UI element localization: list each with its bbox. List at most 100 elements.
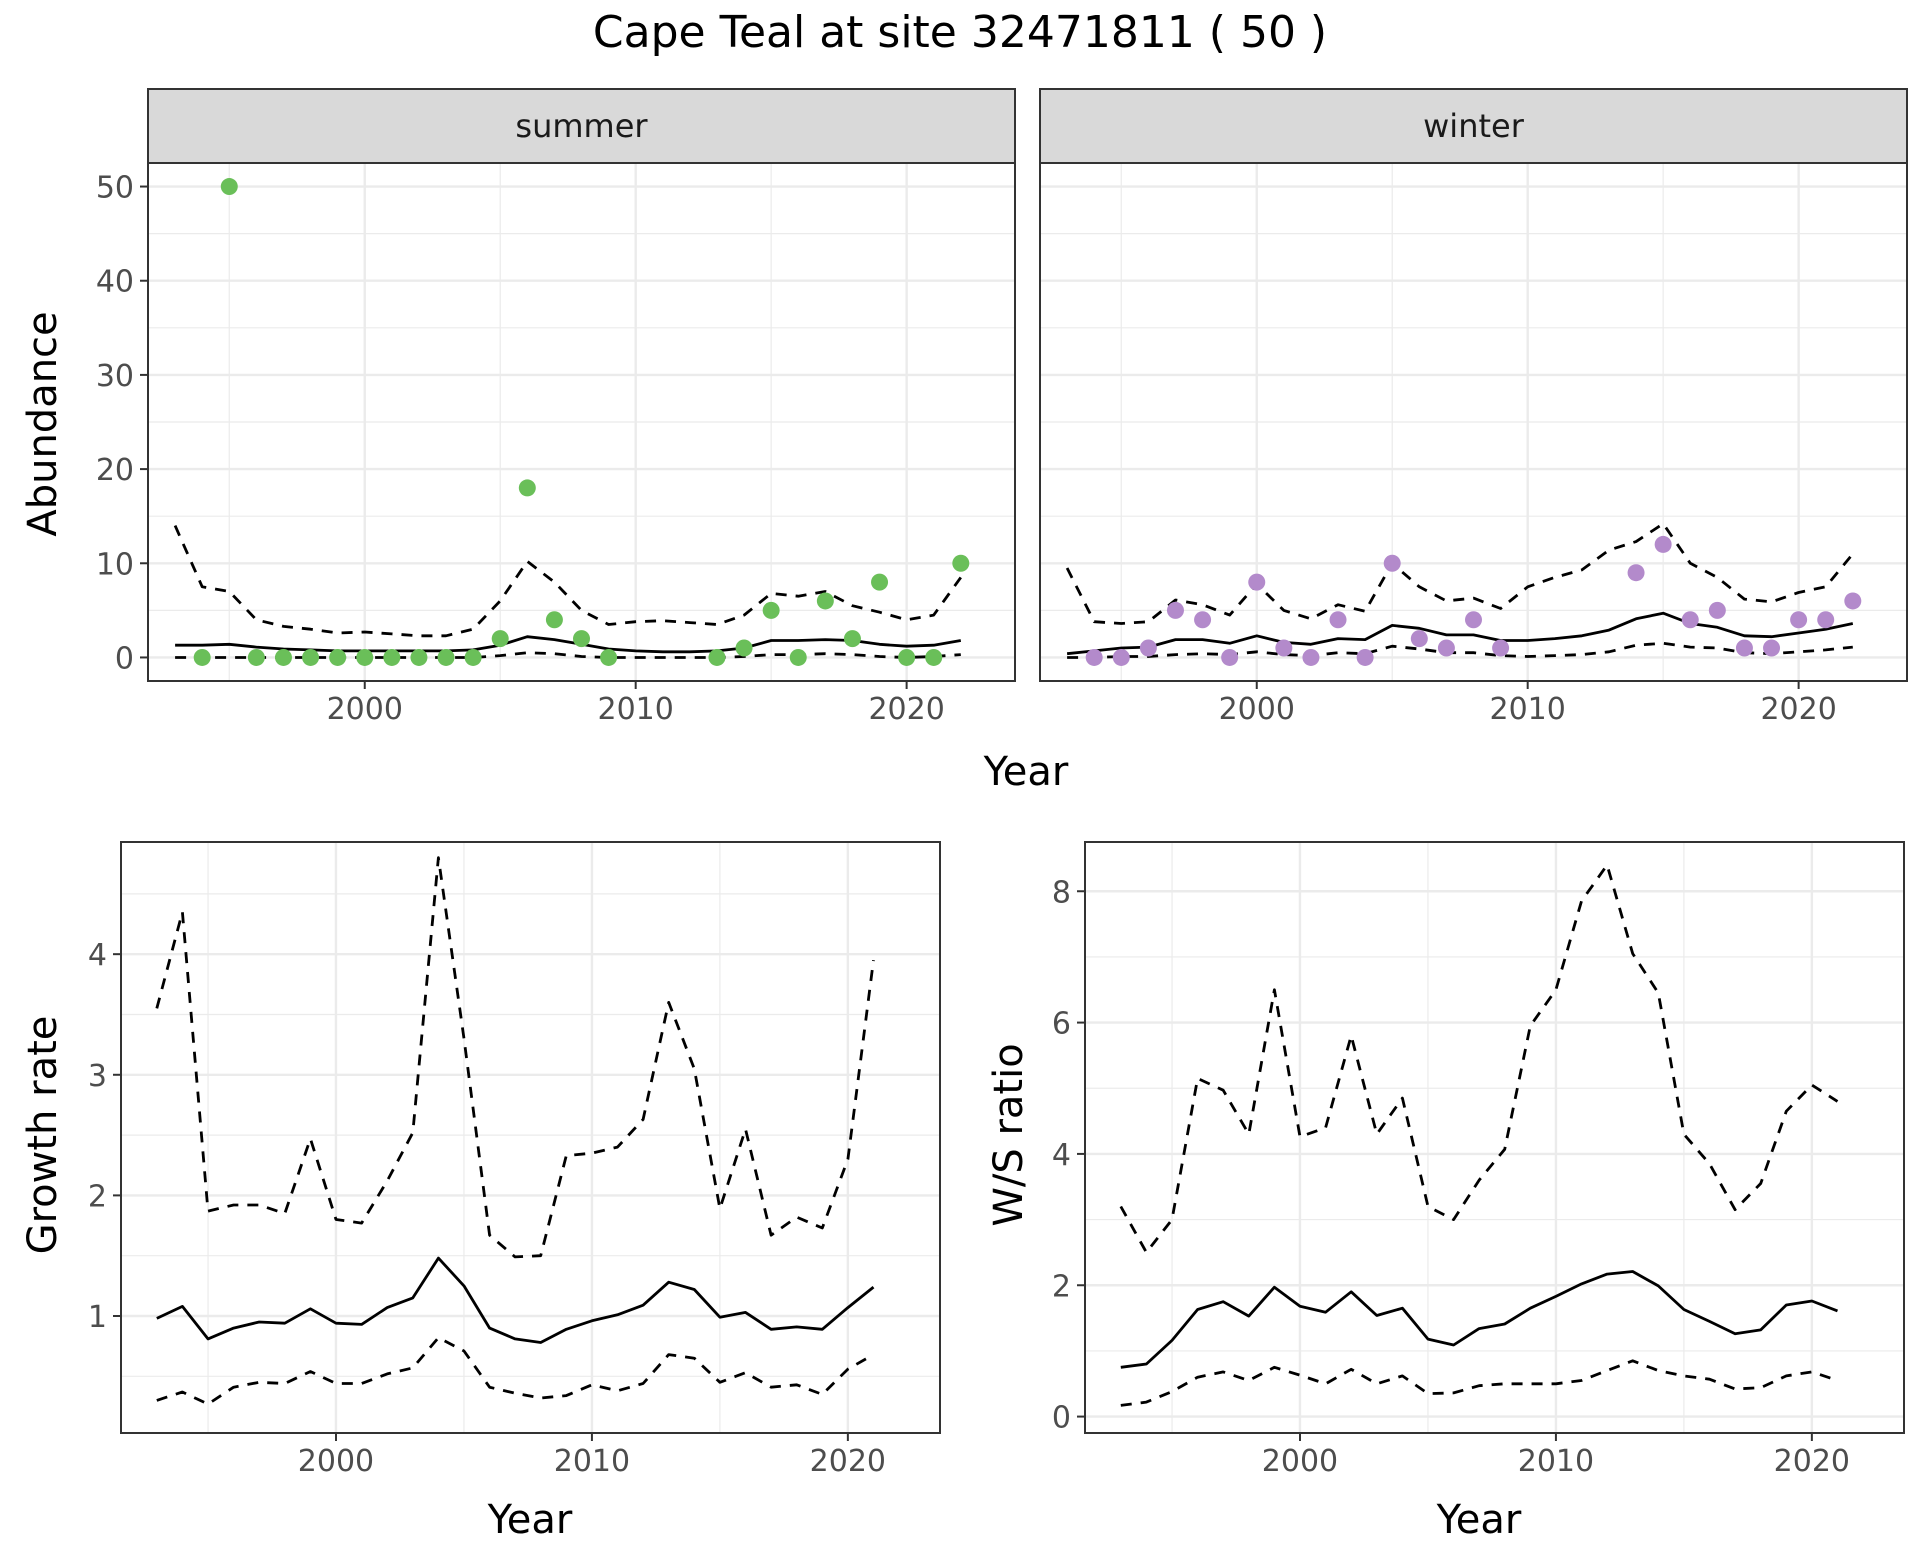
ratio-x-tick-label: 2020 — [1774, 1444, 1850, 1479]
winter-data-point — [1112, 648, 1130, 666]
winter-data-point — [1681, 611, 1699, 629]
ws-ratio-panel: 2000 2010 2020 0 2 4 6 8 — [1052, 841, 1905, 1479]
winter-facet-strip — [1039, 88, 1908, 164]
winter-data-point — [1329, 611, 1347, 629]
summer-y-tick-label: 50 — [96, 171, 134, 206]
summer-facet-strip — [147, 88, 1016, 164]
ratio-panel-border — [1084, 841, 1905, 1434]
growth-y-tick-label: 2 — [88, 1179, 107, 1214]
summer-data-point — [573, 630, 590, 648]
ratio-solid-line — [1120, 1270, 1839, 1369]
summer-data-point — [762, 601, 780, 619]
winter-data-point — [1437, 639, 1455, 657]
growth-solid-line — [156, 1256, 875, 1344]
winter-data-point — [1492, 639, 1510, 657]
summer-data-point — [816, 592, 834, 610]
summer-x-tick-label: 2020 — [868, 692, 944, 727]
winter-solid-line — [1066, 611, 1854, 656]
summer-x-tick-label: 2010 — [598, 692, 674, 727]
figure-title: Cape Teal at site 32471811 ( 50 ) — [593, 7, 1327, 58]
winter-data-point — [1465, 611, 1482, 629]
summer-y-tick-label: 0 — [115, 641, 134, 676]
summer-data-point — [843, 630, 861, 648]
growth-rate-panel: 2000 2010 2020 1 2 3 4 — [88, 841, 941, 1479]
growth-plot-area — [121, 842, 940, 1433]
summer-data-point — [247, 648, 265, 666]
summer-data-point — [545, 611, 563, 629]
winter-data-point — [1627, 564, 1645, 582]
ratio-dashed-line-2 — [1120, 1359, 1838, 1407]
winter-dashed-line-1 — [1065, 522, 1854, 625]
winter-data-point — [1275, 639, 1293, 657]
ratio-y-tick-label: 8 — [1052, 875, 1071, 910]
summer-data-point — [600, 648, 618, 666]
winter-data-point — [1735, 639, 1753, 657]
winter-data-point — [1654, 535, 1672, 553]
winter-data-point — [1302, 648, 1320, 666]
winter-data-point — [1221, 648, 1239, 666]
winter-data-point — [1139, 639, 1157, 657]
summer-data-point — [464, 648, 482, 666]
winter-data-point — [1356, 648, 1374, 666]
ratio-y-tick-label: 4 — [1052, 1138, 1071, 1173]
growth-y-axis-label: Growth rate — [20, 1016, 66, 1255]
summer-data-point — [437, 648, 455, 666]
ratio-y-tick-label: 0 — [1052, 1401, 1071, 1436]
winter-x-tick-label: 2000 — [1219, 692, 1295, 727]
growth-dashed-line-1 — [155, 856, 875, 1259]
summer-x-tick-label: 2000 — [327, 692, 403, 727]
winter-data-point — [1844, 592, 1862, 610]
summer-data-point — [735, 639, 753, 657]
summer-data-point — [302, 648, 320, 666]
summer-data-point — [329, 648, 347, 666]
winter-data-point — [1763, 639, 1781, 657]
winter-facet-label: winter — [1423, 107, 1525, 145]
summer-data-point — [193, 648, 211, 666]
ratio-plot-area — [1085, 842, 1904, 1433]
summer-facet-label: summer — [515, 107, 648, 145]
winter-x-tick-label: 2010 — [1490, 692, 1566, 727]
ratio-x-axis-label: Year — [1436, 1497, 1522, 1543]
summer-data-point — [871, 573, 889, 591]
growth-y-tick-label: 4 — [88, 938, 107, 973]
winter-x-tick-label: 2020 — [1760, 692, 1836, 727]
winter-data-point — [1248, 573, 1266, 591]
growth-x-tick-label: 2020 — [810, 1444, 886, 1479]
growth-dashed-line-2 — [156, 1336, 875, 1406]
summer-data-point — [789, 648, 807, 666]
growth-panel-border — [120, 841, 941, 1434]
winter-data-point — [1817, 611, 1835, 629]
growth-x-tick-label: 2000 — [298, 1444, 374, 1479]
winter-data-point — [1166, 601, 1184, 619]
summer-data-point — [925, 648, 943, 666]
summer-panel: summer 2000 2010 2020 0 10 20 30 40 50 — [96, 88, 1016, 727]
summer-data-point — [383, 648, 401, 666]
top-x-axis-label: Year — [983, 749, 1069, 795]
summer-data-point — [518, 479, 536, 497]
summer-y-tick-label: 10 — [96, 547, 134, 582]
ratio-y-tick-label: 6 — [1052, 1007, 1071, 1042]
ratio-y-axis-label: W/S ratio — [986, 1043, 1032, 1226]
winter-data-point — [1410, 630, 1428, 648]
summer-data-point — [491, 630, 509, 648]
summer-y-tick-label: 30 — [96, 359, 134, 394]
growth-x-axis-label: Year — [487, 1497, 573, 1543]
winter-data-point — [1708, 601, 1726, 619]
summer-solid-line — [175, 635, 962, 654]
summer-data-point — [708, 648, 726, 666]
growth-y-tick-label: 3 — [88, 1059, 107, 1094]
growth-y-tick-label: 1 — [88, 1300, 107, 1335]
ratio-x-tick-label: 2000 — [1262, 1444, 1338, 1479]
summer-data-point — [274, 648, 292, 666]
winter-data-point — [1790, 611, 1808, 629]
summer-data-point — [220, 178, 238, 196]
ratio-x-tick-label: 2010 — [1518, 1444, 1594, 1479]
winter-data-point — [1194, 611, 1212, 629]
summer-dashed-line-1 — [173, 525, 962, 638]
summer-data-point — [356, 648, 374, 666]
growth-x-tick-label: 2010 — [554, 1444, 630, 1479]
summer-data-point — [898, 648, 916, 666]
ratio-dashed-line-1 — [1119, 863, 1839, 1254]
winter-panel: winter 2000 2010 2020 — [1039, 88, 1908, 727]
